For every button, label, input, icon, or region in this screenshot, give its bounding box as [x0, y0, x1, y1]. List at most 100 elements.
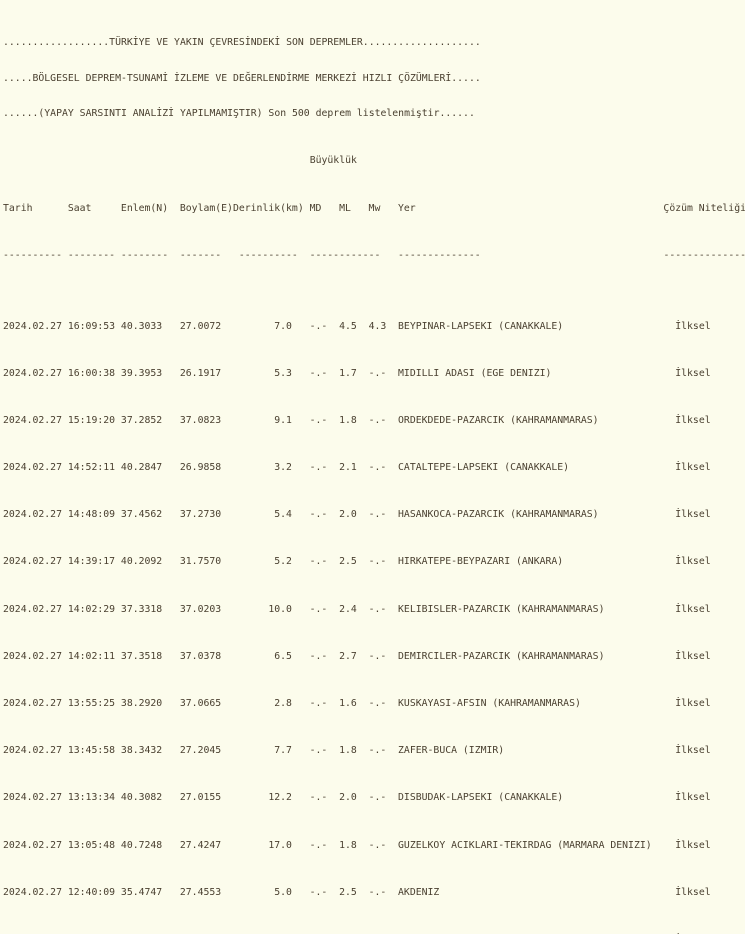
- quake-location: HIRKATEPE-BEYPAZARI (ANKARA): [398, 556, 675, 568]
- column-header-mw: Mw: [369, 203, 381, 215]
- quake-solution-quality: İlksel: [675, 745, 710, 757]
- separator-time: --------: [68, 250, 115, 262]
- quake-md-magnitude: -.-: [310, 698, 328, 710]
- quake-time: 13:05:48: [68, 840, 115, 852]
- quake-longitude: 37.0665: [180, 698, 221, 710]
- quake-date: 2024.02.27: [3, 368, 62, 380]
- quake-latitude: 40.3082: [121, 792, 162, 804]
- quake-solution-quality: İlksel: [675, 604, 710, 616]
- quake-longitude: 27.0072: [180, 321, 221, 333]
- quake-date: 2024.02.27: [3, 651, 62, 663]
- quake-time: 14:39:17: [68, 556, 115, 568]
- quake-location: ZAFER-BUCA (IZMIR): [398, 745, 675, 757]
- quake-mw-magnitude: -.-: [369, 368, 387, 380]
- quake-mw-magnitude: 4.3: [369, 321, 387, 333]
- quake-latitude: 40.2092: [121, 556, 162, 568]
- quake-depth: 5.3: [221, 368, 292, 380]
- quake-solution-quality: İlksel: [675, 462, 710, 474]
- quake-depth: 9.1: [221, 415, 292, 427]
- column-header-md: MD: [310, 203, 322, 215]
- quake-depth: 5.0: [221, 887, 292, 899]
- separator-longitude: -------: [180, 250, 221, 262]
- magnitude-group-row: Büyüklük: [3, 155, 745, 167]
- quake-ml-magnitude: 2.4: [339, 604, 357, 616]
- quake-latitude: 40.3033: [121, 321, 162, 333]
- column-header-location: Yer: [398, 203, 416, 215]
- quake-longitude: 27.4247: [180, 840, 221, 852]
- column-header-quality: Çözüm Niteliği: [663, 203, 745, 215]
- quake-ml-magnitude: 1.8: [339, 745, 357, 757]
- quake-longitude: 31.7570: [180, 556, 221, 568]
- quake-ml-magnitude: 1.7: [339, 368, 357, 380]
- quake-mw-magnitude: -.-: [369, 556, 387, 568]
- quake-date: 2024.02.27: [3, 840, 62, 852]
- quake-date: 2024.02.27: [3, 604, 62, 616]
- quake-mw-magnitude: -.-: [369, 792, 387, 804]
- quake-time: 14:02:29: [68, 604, 115, 616]
- quake-latitude: 39.3953: [121, 368, 162, 380]
- quake-date: 2024.02.27: [3, 698, 62, 710]
- quake-longitude: 27.4553: [180, 887, 221, 899]
- quake-time: 14:02:11: [68, 651, 115, 663]
- quake-date: 2024.02.27: [3, 887, 62, 899]
- column-header-ml: ML: [339, 203, 351, 215]
- quake-date: 2024.02.27: [3, 415, 62, 427]
- quake-date: 2024.02.27: [3, 462, 62, 474]
- quake-location: ORDEKDEDE-PAZARCIK (KAHRAMANMARAS): [398, 415, 675, 427]
- quake-date: 2024.02.27: [3, 792, 62, 804]
- quake-md-magnitude: -.-: [310, 651, 328, 663]
- quake-ml-magnitude: 1.8: [339, 415, 357, 427]
- quake-solution-quality: İlksel: [675, 509, 710, 521]
- quake-location: AKDENIZ: [398, 887, 675, 899]
- quake-ml-magnitude: 2.0: [339, 509, 357, 521]
- quake-mw-magnitude: -.-: [369, 745, 387, 757]
- quake-latitude: 38.3432: [121, 745, 162, 757]
- quake-date: 2024.02.27: [3, 745, 62, 757]
- quake-depth: 2.8: [221, 698, 292, 710]
- quake-longitude: 37.2730: [180, 509, 221, 521]
- quake-time: 13:13:34: [68, 792, 115, 804]
- quake-md-magnitude: -.-: [310, 745, 328, 757]
- quake-location: DISBUDAK-LAPSEKI (CANAKKALE): [398, 792, 675, 804]
- quake-ml-magnitude: 2.7: [339, 651, 357, 663]
- quake-latitude: 40.2847: [121, 462, 162, 474]
- quake-ml-magnitude: 2.5: [339, 887, 357, 899]
- quake-time: 16:00:38: [68, 368, 115, 380]
- title-line-yapay-sarsinti: ......(YAPAY SARSINTI ANALİZİ YAPILMAMIŞ…: [3, 108, 745, 120]
- quake-md-magnitude: -.-: [310, 462, 328, 474]
- separator-quality: --------------: [663, 250, 745, 262]
- quake-solution-quality: İlksel: [675, 368, 710, 380]
- quake-date: 2024.02.27: [3, 509, 62, 521]
- quake-md-magnitude: -.-: [310, 840, 328, 852]
- quake-location: KELIBISLER-PAZARCIK (KAHRAMANMARAS): [398, 604, 675, 616]
- quake-solution-quality: İlksel: [675, 651, 710, 663]
- separator-date: ----------: [3, 250, 62, 262]
- quake-location: GUZELKOY ACIKLARI-TEKIRDAG (MARMARA DENI…: [398, 840, 675, 852]
- separator-location: --------------: [398, 250, 481, 262]
- quake-latitude: 37.2852: [121, 415, 162, 427]
- magnitude-group-label: Büyüklük: [310, 155, 357, 167]
- quake-date: 2024.02.27: [3, 556, 62, 568]
- quake-longitude: 26.1917: [180, 368, 221, 380]
- quake-depth: 5.4: [221, 509, 292, 521]
- quake-solution-quality: İlksel: [675, 698, 710, 710]
- quake-ml-magnitude: 2.0: [339, 792, 357, 804]
- quake-md-magnitude: -.-: [310, 556, 328, 568]
- quake-ml-magnitude: 1.8: [339, 840, 357, 852]
- column-header-longitude: Boylam(E): [180, 203, 233, 215]
- quake-location: MIDILLI ADASI (EGE DENIZI): [398, 368, 675, 380]
- quake-mw-magnitude: -.-: [369, 887, 387, 899]
- quake-depth: 6.5: [221, 651, 292, 663]
- column-header-depth: Derinlik(km): [233, 203, 304, 215]
- quake-solution-quality: İlksel: [675, 415, 710, 427]
